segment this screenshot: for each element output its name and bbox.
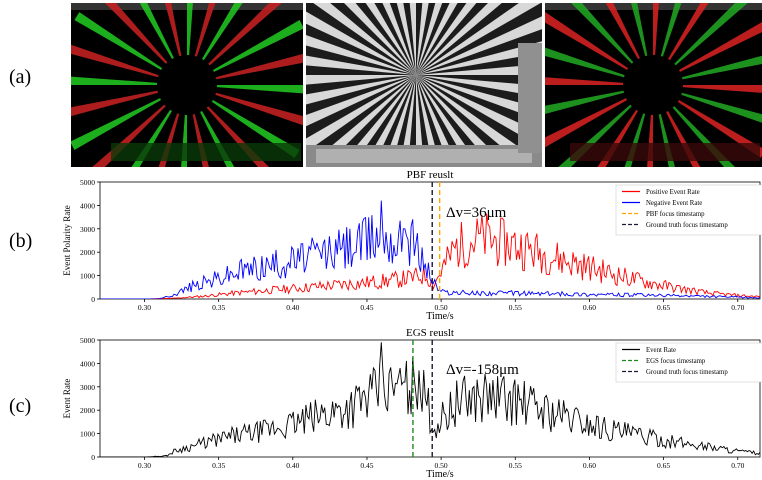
- panel-label-a: (a): [9, 66, 32, 88]
- legend-entry: EGS focus timestamp: [646, 358, 706, 365]
- y-tick-label: 3000: [80, 383, 95, 392]
- x-tick-label: 0.70: [731, 303, 744, 312]
- starburst-events-icon: [545, 3, 762, 167]
- siemens-star-icon: [306, 3, 542, 167]
- panel-label-b: (b): [9, 230, 33, 252]
- x-tick-label: 0.50: [435, 303, 448, 312]
- y-tick-label: 5000: [80, 178, 95, 187]
- y-tick-label: 0: [91, 453, 95, 462]
- x-tick-label: 0.55: [509, 461, 522, 470]
- x-tick-label: 0.70: [731, 461, 744, 470]
- egs-result-chart: EGS reuslt 0 1000 2000 3000 4000 5000 0.30 0.35 0…: [62, 327, 762, 478]
- pbf-result-chart: PBF reuslt 0 1000 2000 3000 4000 5000 0.30 0.35 0…: [62, 169, 762, 320]
- legend: Positive Event Rate Negative Event Rate PB…: [615, 184, 762, 236]
- x-tick-label: 0.35: [212, 461, 225, 470]
- delta-annotation: Δv=-158μm: [446, 362, 519, 378]
- x-axis-label: Time/s: [426, 469, 454, 478]
- x-axis-label: Time/s: [426, 311, 454, 320]
- plot-area: [100, 182, 760, 299]
- y-tick-label: 3000: [80, 225, 95, 234]
- chart-title: EGS reuslt: [406, 327, 454, 339]
- event-image-right: [545, 3, 762, 167]
- starburst-events-icon: [71, 3, 303, 167]
- event-image-left: [71, 3, 303, 167]
- x-tick-label: 0.45: [360, 461, 373, 470]
- plot-area: [100, 340, 760, 457]
- legend-entry: PBF focus timestamp: [646, 211, 705, 218]
- x-tick-label: 0.30: [138, 303, 151, 312]
- grayscale-image: [306, 3, 542, 167]
- legend-box: [615, 184, 762, 236]
- x-tick-label: 0.55: [509, 303, 522, 312]
- series-negative-event-rate: [100, 200, 760, 299]
- y-tick-label: 1000: [80, 272, 95, 281]
- legend-entry: Negative Event Rate: [646, 200, 702, 207]
- x-tick-label: 0.45: [360, 303, 373, 312]
- legend-entry: Ground truth focus timestamp: [646, 222, 728, 229]
- x-tick-label: 0.50: [435, 461, 448, 470]
- y-tick-label: 4000: [80, 359, 95, 368]
- legend-entry: Event Rate: [646, 347, 676, 354]
- y-tick-label: 5000: [80, 336, 95, 345]
- x-tick-label: 0.40: [286, 461, 299, 470]
- y-tick-label: 4000: [80, 201, 95, 210]
- x-tick-label: 0.30: [138, 461, 151, 470]
- series-event-rate: [100, 342, 760, 457]
- legend-entry: Positive Event Rate: [646, 189, 700, 196]
- legend: Event Rate EGS focus timestamp Ground trut…: [615, 342, 762, 383]
- x-tick-label: 0.40: [286, 303, 299, 312]
- x-tick-label: 0.65: [657, 461, 670, 470]
- y-axis-label: Event Rate: [62, 379, 72, 419]
- plot-frame: [99, 339, 761, 458]
- y-tick-label: 0: [91, 295, 95, 304]
- series-positive-event-rate: [100, 213, 760, 299]
- panel-label-c: (c): [9, 395, 32, 417]
- y-tick-label: 2000: [80, 248, 95, 257]
- chart-title: PBF reuslt: [407, 169, 454, 181]
- legend-entry: Ground truth focus timestamp: [646, 369, 728, 376]
- x-tick-label: 0.65: [657, 303, 670, 312]
- x-tick-label: 0.35: [212, 303, 225, 312]
- legend-box: [615, 342, 762, 383]
- delta-annotation: Δv=36μm: [446, 205, 507, 221]
- x-tick-label: 0.60: [583, 303, 596, 312]
- plot-frame: [99, 181, 761, 300]
- x-tick-label: 0.60: [583, 461, 596, 470]
- y-axis-label: Event Polarity Rate: [62, 205, 72, 275]
- y-tick-label: 1000: [80, 430, 95, 439]
- y-tick-label: 2000: [80, 406, 95, 415]
